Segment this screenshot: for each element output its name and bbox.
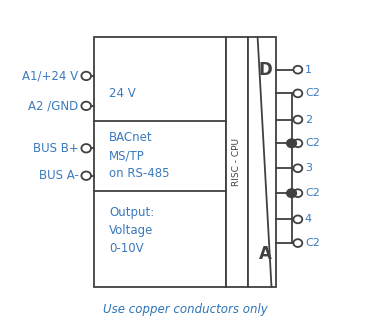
Text: BUS B+: BUS B+	[33, 142, 78, 155]
Circle shape	[293, 139, 302, 147]
Text: 3: 3	[305, 163, 312, 173]
Circle shape	[293, 89, 302, 97]
Text: C2: C2	[305, 238, 320, 248]
Bar	[248, 37, 276, 287]
Circle shape	[293, 239, 302, 247]
Circle shape	[293, 215, 302, 223]
Text: A1/+24 V: A1/+24 V	[22, 69, 78, 82]
Circle shape	[293, 164, 302, 172]
Text: C2: C2	[305, 88, 320, 98]
Text: BACnet
MS/TP
on RS-485: BACnet MS/TP on RS-485	[109, 131, 170, 180]
Text: 2: 2	[305, 115, 312, 125]
Circle shape	[293, 116, 302, 123]
Text: C2: C2	[305, 138, 320, 148]
Text: RISC - CPU: RISC - CPU	[232, 138, 241, 186]
Text: C2: C2	[305, 188, 320, 198]
Circle shape	[81, 171, 91, 180]
Text: BUS A-: BUS A-	[38, 169, 78, 182]
Circle shape	[293, 66, 302, 74]
Text: D: D	[258, 61, 272, 79]
Bar	[94, 37, 226, 287]
Text: Use copper conductors only: Use copper conductors only	[102, 303, 268, 316]
Circle shape	[81, 102, 91, 110]
Circle shape	[293, 189, 302, 197]
Circle shape	[81, 144, 91, 153]
Text: 4: 4	[305, 214, 312, 225]
Bar	[226, 37, 248, 287]
Text: A: A	[259, 245, 272, 263]
Circle shape	[287, 139, 296, 147]
Circle shape	[287, 189, 296, 197]
Text: A2 /GND: A2 /GND	[28, 99, 78, 112]
Text: 24 V: 24 V	[109, 87, 136, 100]
Text: 1: 1	[305, 65, 312, 75]
Circle shape	[81, 72, 91, 80]
Text: Output:
Voltage
0-10V: Output: Voltage 0-10V	[109, 206, 154, 255]
